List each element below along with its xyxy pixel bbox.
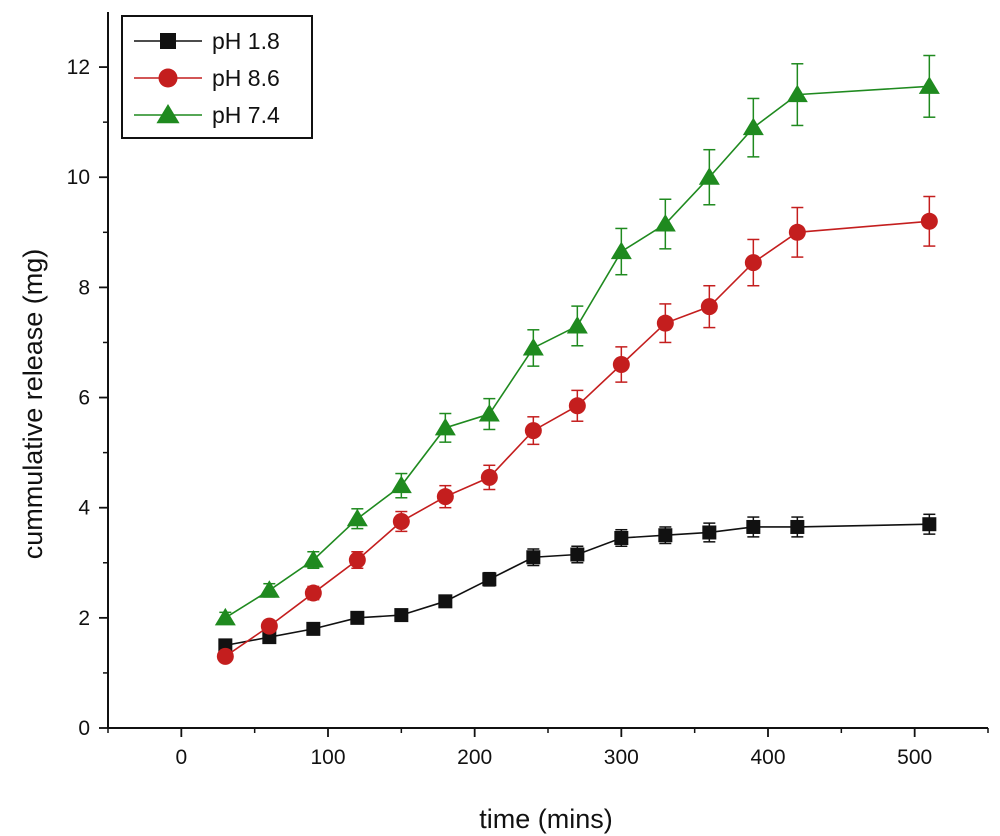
data-point [348, 551, 366, 569]
legend-box [121, 15, 313, 139]
data-point [394, 608, 409, 623]
legend-marker [158, 68, 178, 88]
legend-label: pH 7.4 [212, 102, 280, 128]
x-tick-label: 300 [604, 746, 639, 769]
data-point [786, 84, 808, 103]
data-point [478, 404, 500, 422]
data-point [214, 607, 236, 626]
data-point [742, 117, 764, 136]
x-tick-label: 400 [750, 746, 785, 769]
plot-marks: 0 100 200 300 400 500 0 2 4 6 8 10 12 pH 1.8 pH 8.6 pH … [67, 12, 989, 769]
data-point [480, 468, 498, 486]
data-point [434, 417, 456, 436]
data-point [568, 397, 586, 415]
legend-marker [160, 33, 176, 49]
data-point [790, 519, 805, 534]
data-point [920, 212, 938, 230]
series-line-1 [225, 523, 930, 647]
data-point [658, 528, 673, 543]
data-point [570, 547, 585, 562]
data-point [522, 337, 544, 356]
data-point [350, 610, 365, 625]
data-point [746, 519, 761, 534]
data-point [260, 617, 278, 635]
series-line-2 [224, 220, 930, 658]
x-tick-label: 0 [175, 746, 187, 769]
x-tick-label: 500 [897, 746, 932, 769]
y-axis-title: cummulative release (mg) [18, 249, 48, 560]
data-point [304, 584, 322, 602]
data-point [302, 550, 324, 568]
data-point [306, 621, 321, 636]
x-tick-label: 100 [310, 746, 345, 769]
data-point [438, 594, 453, 609]
data-point [654, 214, 676, 232]
data-point [610, 241, 632, 260]
data-point [922, 517, 937, 532]
data-point [612, 355, 630, 373]
data-point [526, 550, 541, 565]
legend-label: pH 1.8 [212, 28, 280, 54]
data-point [524, 422, 542, 440]
y-tick-label: 10 [67, 166, 90, 189]
x-tick-label: 200 [457, 746, 492, 769]
x-axis-title: time (mins) [479, 804, 613, 834]
y-tick-label: 8 [78, 276, 90, 299]
data-point [788, 223, 806, 241]
y-tick-label: 4 [78, 497, 90, 520]
data-point [744, 254, 762, 272]
data-point [700, 298, 718, 316]
data-point [258, 580, 280, 598]
data-point [566, 315, 588, 334]
data-point [216, 647, 234, 665]
y-tick-label: 2 [78, 607, 90, 630]
data-point [392, 512, 410, 530]
data-point [436, 488, 454, 506]
data-point [918, 76, 940, 94]
y-tick-label: 0 [78, 717, 90, 740]
data-point [390, 475, 412, 494]
data-point [656, 314, 674, 332]
y-tick-label: 6 [78, 387, 90, 410]
data-point [614, 530, 629, 545]
data-point [482, 572, 497, 587]
y-tick-label: 12 [67, 56, 90, 79]
data-point [698, 167, 720, 185]
data-point [346, 508, 368, 527]
legend-label: pH 8.6 [212, 65, 280, 91]
data-point [702, 525, 717, 540]
series-line-3 [224, 85, 930, 619]
legend-marker [156, 104, 180, 124]
